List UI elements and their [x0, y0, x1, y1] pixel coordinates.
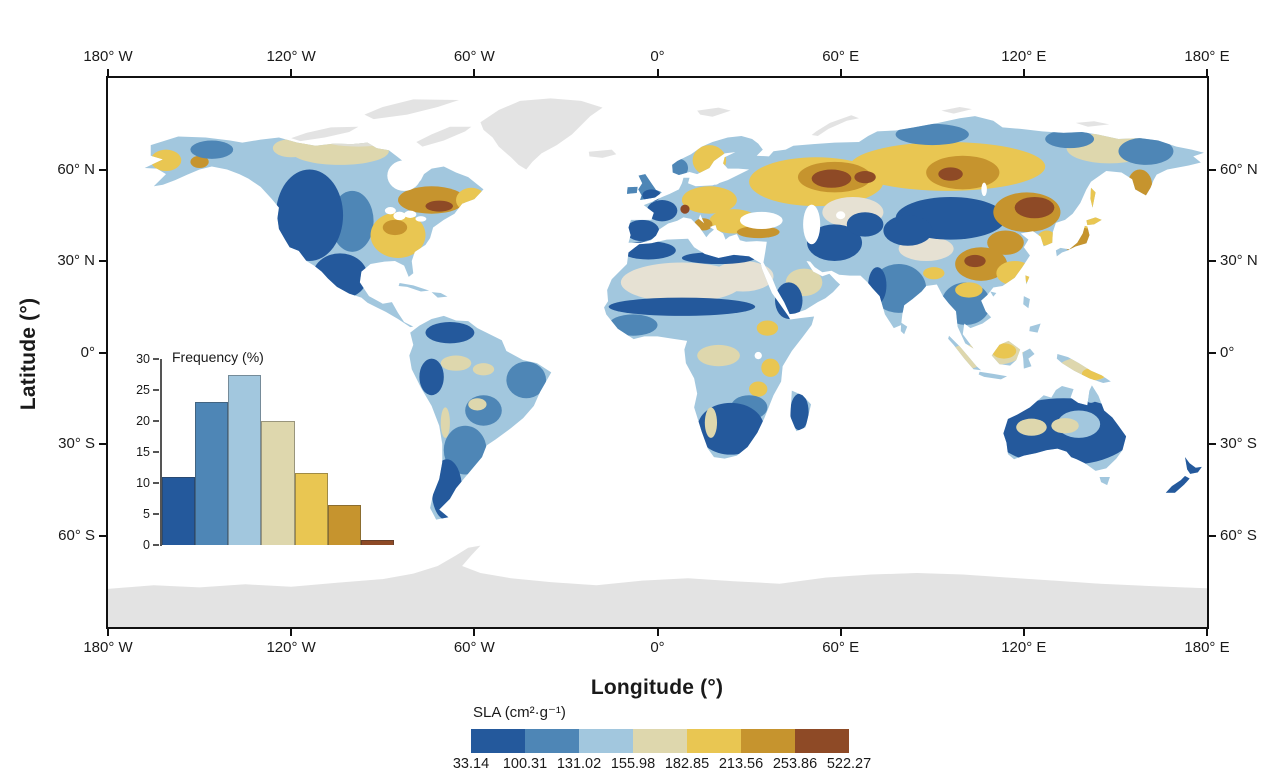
histogram-bar	[360, 540, 394, 545]
histogram-tick-label: 5	[143, 507, 150, 521]
histogram-bar	[261, 421, 295, 545]
right-tick	[1207, 260, 1216, 262]
histogram-bar	[228, 374, 262, 545]
histogram-tick	[153, 451, 159, 453]
top-tick-label: 0°	[650, 48, 665, 65]
top-tick	[473, 69, 476, 78]
bottom-tick	[1022, 627, 1025, 636]
histogram-tick-label: 25	[136, 383, 150, 397]
colorbar-tick-label: 131.02	[556, 756, 602, 772]
top-tick-label: 120° E	[1001, 48, 1047, 65]
histogram-tick-label: 0	[143, 538, 150, 552]
histogram-tick-label: 30	[136, 352, 150, 366]
bottom-tick	[1206, 627, 1208, 636]
left-tick-label: 60° S	[58, 526, 95, 544]
top-tick	[1206, 69, 1208, 78]
world-map	[108, 98, 1207, 627]
right-tick-label: 60° N	[1220, 160, 1258, 178]
top-tick-label: 60° E	[822, 48, 860, 65]
bottom-tick-label: 120° W	[266, 639, 316, 656]
right-tick-label: 30° S	[1220, 435, 1257, 452]
top-tick	[1022, 69, 1025, 78]
left-tick	[99, 534, 108, 537]
colorbar-segment	[633, 729, 687, 753]
bottom-tick	[656, 627, 659, 636]
top-tick-label: 120° W	[266, 48, 316, 65]
top-tick-label: 60° W	[453, 48, 495, 65]
histogram-tick-label: 20	[136, 414, 150, 428]
left-tick-label: 30° N	[57, 252, 95, 269]
colorbar-segment	[687, 729, 741, 753]
colorbar-tick-label: 100.31	[502, 756, 548, 772]
colorbar-segment	[741, 729, 795, 753]
bottom-tick	[839, 627, 842, 636]
right-tick-label: 60° S	[1220, 526, 1257, 544]
bottom-tick	[290, 627, 293, 636]
top-tick	[839, 69, 842, 78]
bottom-tick-label: 0°	[650, 639, 665, 656]
histogram-bar	[162, 476, 196, 545]
left-tick	[99, 260, 108, 262]
colorbar-tick-label: 522.27	[826, 756, 872, 772]
right-tick	[1207, 443, 1216, 445]
top-tick-label: 180° E	[1184, 48, 1230, 65]
left-tick-label: 60° N	[57, 160, 95, 178]
right-tick-label: 0°	[1220, 343, 1235, 361]
colorbar-segment	[471, 729, 525, 753]
colorbar-tick-label: 213.56	[718, 756, 764, 772]
ice-layer	[108, 98, 1207, 627]
histogram-y-axis	[160, 359, 162, 546]
bottom-tick-label: 60° E	[822, 639, 860, 656]
colorbar-segment	[525, 729, 579, 753]
histogram-tick	[153, 482, 159, 484]
left-tick-label: 30° S	[58, 435, 95, 452]
colorbar-segment	[795, 729, 849, 753]
histogram-tick	[153, 358, 159, 360]
top-tick-label: 180° W	[83, 48, 133, 65]
histogram-title: Frequency (%)	[172, 349, 264, 365]
histogram-tick	[153, 513, 159, 515]
bottom-tick-label: 180° E	[1184, 639, 1230, 656]
histogram-tick	[153, 420, 159, 422]
bottom-tick	[107, 627, 109, 636]
colorbar-title: SLA (cm²·g⁻¹)	[473, 704, 566, 721]
top-tick	[656, 69, 659, 78]
top-tick	[290, 69, 293, 78]
left-tick-label: 0°	[80, 343, 95, 361]
left-tick	[99, 168, 108, 171]
left-tick	[99, 443, 108, 445]
colorbar-tick-label: 33.14	[452, 756, 490, 772]
colorbar-tick-label: 155.98	[610, 756, 656, 772]
bottom-tick-label: 60° W	[453, 639, 495, 656]
x-axis-title: Longitude (°)	[590, 676, 724, 699]
right-tick	[1207, 168, 1216, 171]
top-tick	[107, 69, 109, 78]
right-tick	[1207, 534, 1216, 537]
colorbar	[471, 729, 849, 753]
histogram-tick-label: 15	[136, 445, 150, 459]
left-tick	[99, 351, 108, 354]
colorbar-tick-label: 182.85	[664, 756, 710, 772]
water-layer	[384, 160, 987, 360]
histogram-bars	[162, 359, 394, 545]
histogram-tick-label: 10	[136, 476, 150, 490]
histogram-tick	[153, 389, 159, 391]
right-tick-label: 30° N	[1220, 252, 1258, 269]
histogram-tick	[153, 544, 159, 546]
bottom-tick	[473, 627, 476, 636]
bottom-tick-label: 120° E	[1001, 639, 1047, 656]
histogram-bar	[294, 473, 328, 545]
colorbar-tick-label: 253.86	[772, 756, 818, 772]
colorbar-segment	[579, 729, 633, 753]
bottom-tick-label: 180° W	[83, 639, 133, 656]
histogram-bar	[327, 504, 361, 545]
histogram-bar	[195, 402, 229, 545]
right-tick	[1207, 351, 1216, 354]
